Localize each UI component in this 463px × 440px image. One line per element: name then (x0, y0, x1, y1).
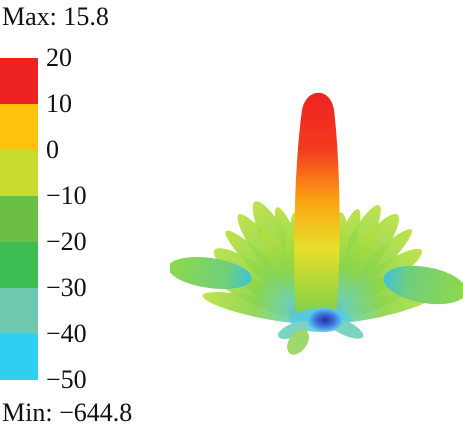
colorbar-tick-label: −20 (46, 227, 87, 256)
colorbar-tick-label: −50 (46, 365, 87, 394)
main-lobe (294, 92, 340, 315)
radiation-pattern-plot (170, 92, 463, 355)
colorbar-tick-label: −40 (46, 319, 87, 348)
colorbar-segment (0, 104, 38, 150)
colorbar-tick-label: 10 (46, 89, 72, 118)
colorbar-segment (0, 58, 38, 104)
colorbar (0, 58, 38, 380)
colorbar-tick-label: −30 (46, 273, 87, 302)
max-label: Max: 15.8 (2, 2, 109, 31)
colorbar-tick-label: −10 (46, 181, 87, 210)
colorbar-tick-label: 0 (46, 135, 59, 164)
min-label: Min: −644.8 (2, 398, 133, 427)
colorbar-segment (0, 288, 38, 334)
colorbar-segment (0, 196, 38, 242)
colorbar-segment (0, 334, 38, 380)
colorbar-segment (0, 242, 38, 288)
flat-lobe-right (383, 265, 463, 305)
null-core (307, 308, 343, 332)
colorbar-segment (0, 150, 38, 196)
colorbar-tick-label: 20 (46, 43, 72, 72)
flat-lobe-left (170, 257, 252, 289)
